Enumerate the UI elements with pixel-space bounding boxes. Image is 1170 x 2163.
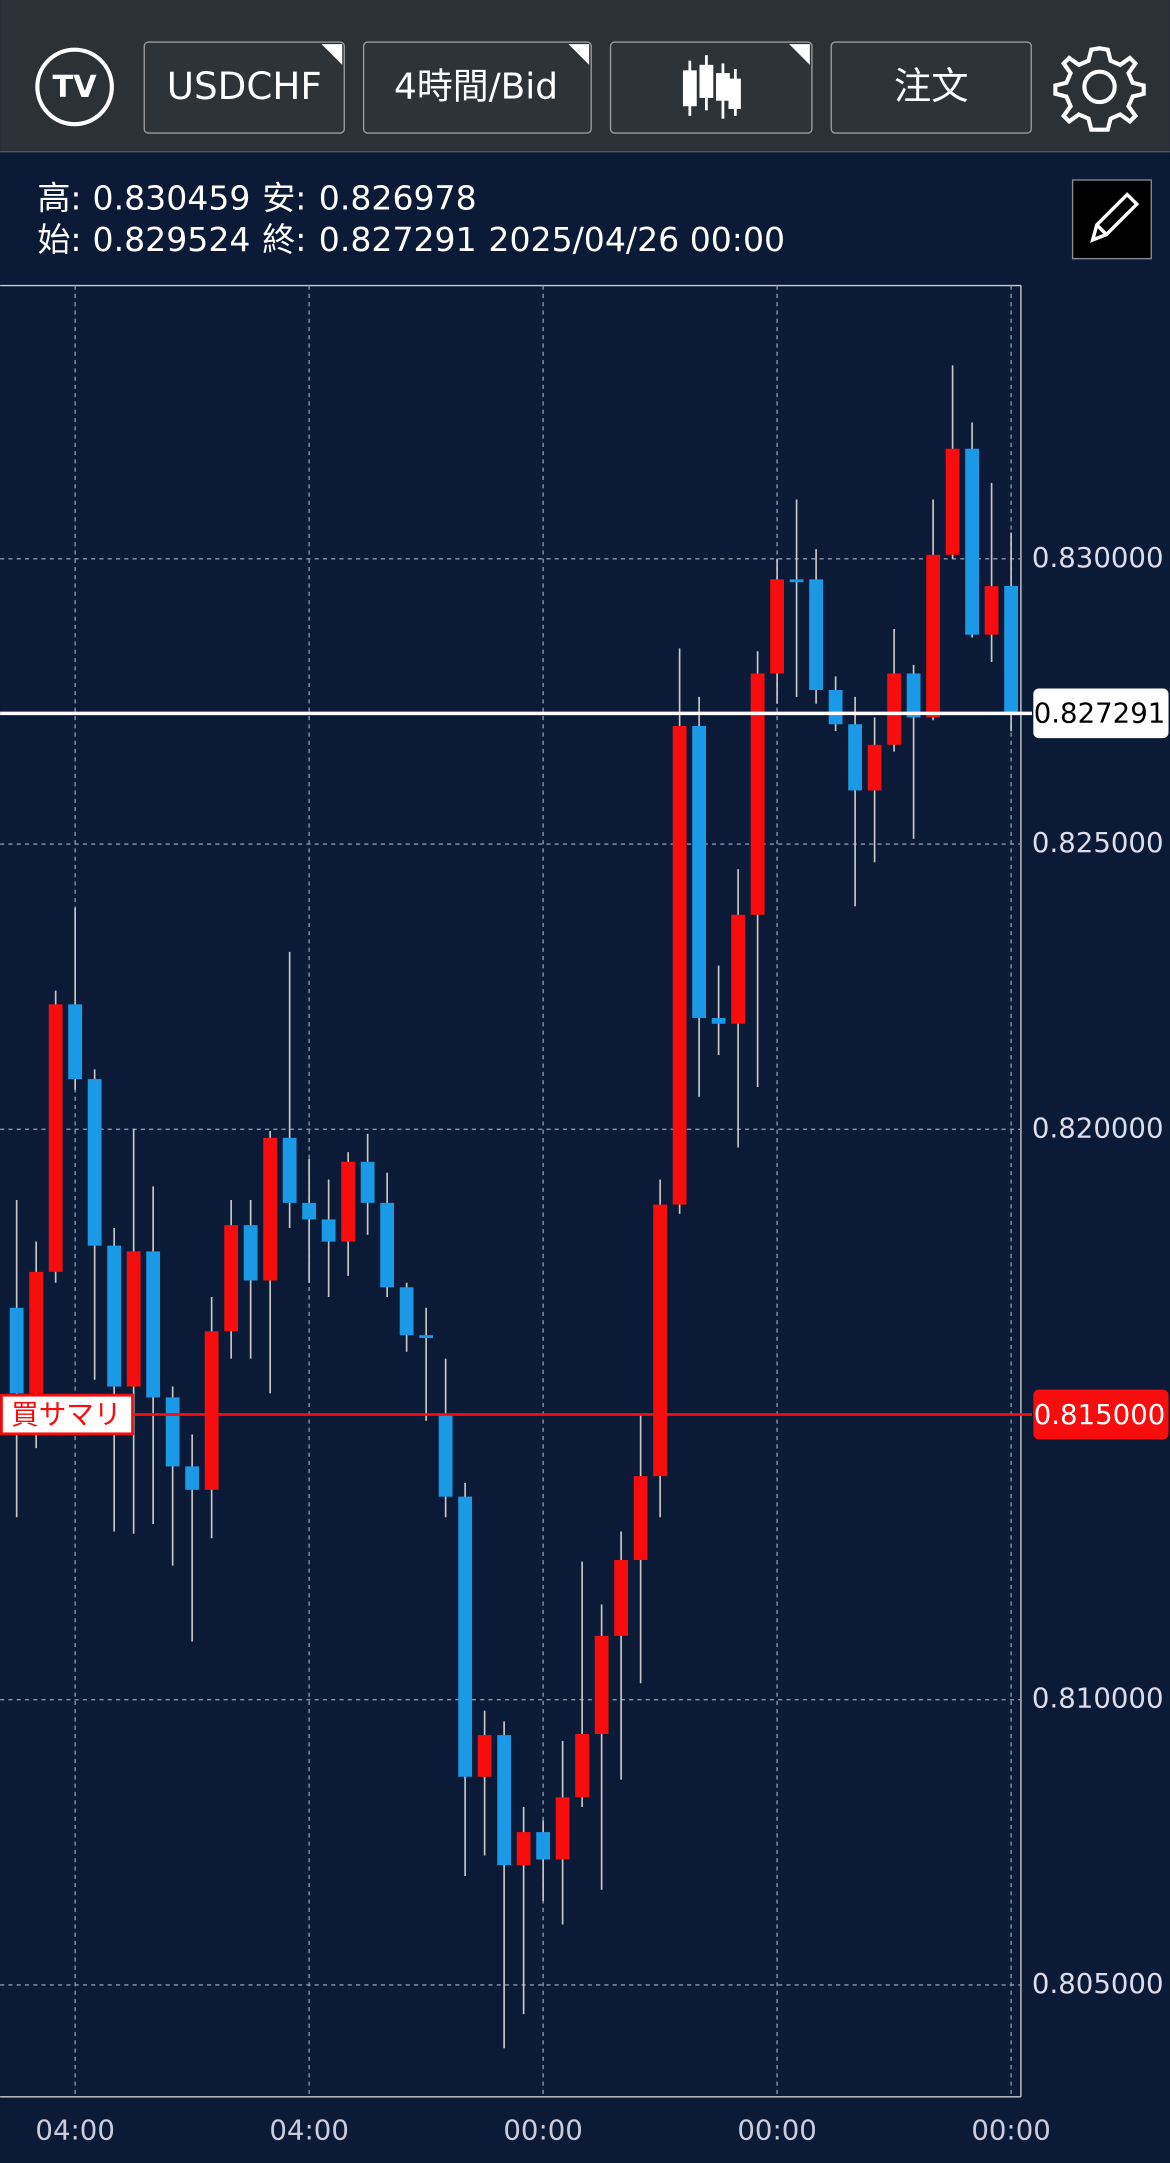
candle-body bbox=[458, 1496, 473, 1777]
candle-body bbox=[633, 1476, 648, 1560]
info-label: 安: bbox=[262, 179, 306, 218]
candle-body bbox=[165, 1397, 180, 1467]
price-label: 0.827291 bbox=[1034, 697, 1166, 730]
candle-body bbox=[711, 1018, 726, 1024]
info-label: 高: bbox=[37, 179, 81, 218]
candle-body bbox=[731, 914, 746, 1024]
symbol-button[interactable]: USDCHF bbox=[143, 41, 345, 134]
candle-body bbox=[263, 1137, 278, 1281]
candle-body bbox=[146, 1251, 161, 1398]
candle-body bbox=[828, 690, 843, 725]
price-box bbox=[1033, 688, 1169, 739]
candle-body bbox=[438, 1413, 453, 1497]
candle-body bbox=[848, 724, 863, 791]
candle-body bbox=[419, 1335, 434, 1339]
y-tick-label: 0.805000 bbox=[1032, 1967, 1164, 2000]
candle-body bbox=[185, 1466, 200, 1490]
candle-body bbox=[809, 579, 824, 691]
candle-body bbox=[867, 744, 882, 791]
x-tick-label: 04:00 bbox=[269, 2113, 348, 2146]
candle-body bbox=[750, 673, 765, 915]
candle-body bbox=[692, 725, 707, 1019]
candle-body bbox=[321, 1219, 336, 1242]
x-tick-label: 04:00 bbox=[35, 2113, 114, 2146]
candle-body bbox=[770, 579, 785, 674]
candle-body bbox=[536, 1832, 551, 1860]
candle-body bbox=[516, 1832, 531, 1866]
info-value: 0.827291 bbox=[319, 220, 477, 259]
info-label: 終: bbox=[262, 220, 306, 259]
position-name: 買サマリ bbox=[11, 1398, 121, 1431]
x-tick-label: 00:00 bbox=[737, 2113, 816, 2146]
candle-body bbox=[302, 1202, 317, 1220]
settings-button[interactable] bbox=[1053, 46, 1146, 132]
candle-body bbox=[926, 554, 940, 718]
info-value: 0.830459 bbox=[93, 179, 251, 218]
candle-body bbox=[555, 1797, 570, 1860]
candle-body bbox=[497, 1735, 512, 1866]
position-price: 0.815000 bbox=[1034, 1398, 1166, 1431]
candle-body bbox=[29, 1271, 44, 1394]
candle-body bbox=[1004, 585, 1018, 714]
candle-body bbox=[224, 1225, 239, 1332]
candle-body bbox=[789, 579, 804, 583]
y-tick-label: 0.810000 bbox=[1032, 1682, 1164, 1715]
symbol: USDCHF bbox=[167, 64, 322, 108]
info-value: 0.829524 bbox=[93, 220, 251, 259]
candle-body bbox=[126, 1251, 141, 1387]
candle-body bbox=[107, 1245, 122, 1387]
candle-body bbox=[984, 586, 999, 635]
svg-text:TV: TV bbox=[53, 70, 98, 105]
candle-body bbox=[653, 1204, 668, 1477]
candle-body bbox=[282, 1137, 297, 1203]
candle-body bbox=[887, 673, 902, 745]
timeframe: 4時間/Bid bbox=[394, 66, 558, 107]
candle-body bbox=[965, 448, 979, 635]
x-tick-label: 00:00 bbox=[971, 2113, 1050, 2146]
order-button[interactable]: 注文 bbox=[830, 41, 1032, 134]
candle-body bbox=[204, 1331, 219, 1490]
candle-body bbox=[575, 1733, 590, 1798]
chart-type-button[interactable] bbox=[609, 41, 813, 134]
y-tick-label: 0.825000 bbox=[1032, 826, 1164, 859]
candle-body bbox=[380, 1202, 395, 1288]
candle-body bbox=[341, 1161, 356, 1242]
y-tick-label: 0.830000 bbox=[1032, 541, 1164, 574]
y-tick-label: 0.820000 bbox=[1032, 1111, 1164, 1144]
candle-body bbox=[906, 673, 921, 718]
timeframe-button[interactable]: 4時間/Bid bbox=[362, 41, 592, 134]
candle-body bbox=[68, 1004, 83, 1080]
candle-body bbox=[243, 1225, 258, 1281]
info-datetime: 2025/04/26 00:00 bbox=[488, 220, 785, 259]
position-tag bbox=[0, 1393, 134, 1436]
candle-body bbox=[399, 1287, 414, 1336]
candle-body bbox=[594, 1635, 609, 1734]
candle-body bbox=[48, 1004, 63, 1272]
info-value: 0.826978 bbox=[319, 179, 477, 218]
draw-button[interactable] bbox=[1071, 179, 1152, 260]
info-label: 始: bbox=[37, 220, 81, 259]
candle-body bbox=[614, 1559, 629, 1636]
candle-body bbox=[9, 1307, 24, 1394]
x-tick-label: 00:00 bbox=[503, 2113, 582, 2146]
order: 注文 bbox=[894, 64, 968, 108]
ohlc-info: 高: 0.830459 安: 0.826978 始: 0.829524 終: 0… bbox=[37, 179, 785, 259]
position-price-box bbox=[1033, 1389, 1169, 1440]
candle-body bbox=[477, 1735, 492, 1777]
logo[interactable]: TV bbox=[35, 47, 114, 127]
candle-body bbox=[672, 725, 687, 1205]
candle-body bbox=[360, 1161, 375, 1203]
candle-body bbox=[87, 1079, 102, 1246]
candle-body bbox=[945, 448, 960, 555]
